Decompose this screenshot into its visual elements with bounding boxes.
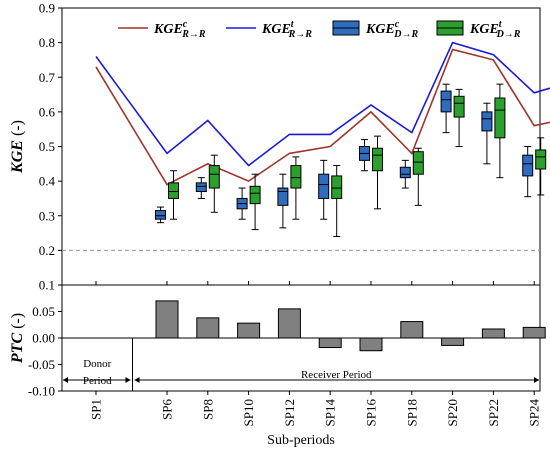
ptc-bar xyxy=(481,328,505,339)
box-plot-t xyxy=(412,147,424,206)
ptc-y-tick-label: -0.05 xyxy=(28,357,55,372)
donor-period-label: Period xyxy=(83,375,112,387)
x-tick-label: SP16 xyxy=(364,399,379,427)
x-tick-label: SP8 xyxy=(200,399,215,420)
box-body xyxy=(440,90,452,113)
box-plot-c xyxy=(236,187,248,220)
box-body xyxy=(522,154,534,177)
arrow-head xyxy=(125,377,131,383)
box-body xyxy=(494,97,506,139)
ptc-panel: -0.10-0.050.000.050.10PTC (-)DonorPeriod… xyxy=(9,284,546,448)
kge-y-tick-label: 0.7 xyxy=(39,70,56,85)
legend-label: KGEt D→R xyxy=(469,19,521,40)
donor-period-label: Donor xyxy=(83,358,111,370)
ptc-y-tick-label: 0.05 xyxy=(32,304,55,319)
arrow-head xyxy=(63,377,68,383)
kge-y-tick-label: 0.9 xyxy=(39,1,55,16)
ptc-bar xyxy=(196,317,220,339)
box-plot-t xyxy=(168,170,179,220)
box-plot-c xyxy=(155,206,166,224)
kge-y-tick-label: 0.2 xyxy=(39,243,55,258)
x-tick-label: SP10 xyxy=(241,399,256,426)
legend-item: KGEt R→R xyxy=(226,19,312,40)
ptc-bar xyxy=(400,321,424,339)
box-body xyxy=(277,187,289,206)
x-tick-label: SP20 xyxy=(445,399,460,426)
box-plot-t xyxy=(290,156,302,220)
ptc-bar xyxy=(318,337,342,349)
x-axis-label: Sub-periods xyxy=(267,433,335,448)
box-body xyxy=(412,151,424,175)
box-body xyxy=(481,111,493,132)
kge-plot-frame xyxy=(61,7,541,286)
box-plot-c xyxy=(195,177,207,199)
legend-label: KGEc R→R xyxy=(153,19,206,40)
box-plot-c xyxy=(318,159,330,220)
ptc-bar xyxy=(441,337,465,346)
kge-y-tick-label: 0.6 xyxy=(39,104,56,119)
box-plot-t xyxy=(331,165,343,238)
box-plot-c xyxy=(440,83,452,134)
box-plot-c xyxy=(359,139,370,172)
box-plot-c xyxy=(399,159,411,189)
box-body xyxy=(195,182,207,193)
box-body xyxy=(535,149,547,170)
kge-y-tick-label: 0.5 xyxy=(39,139,55,154)
ptc-bar xyxy=(155,300,179,339)
line-series-1 xyxy=(95,48,550,186)
x-tick-label: SP22 xyxy=(486,399,501,426)
legend-label: KGEc D→R xyxy=(365,19,418,40)
line-series-2 xyxy=(95,41,550,167)
arrow-head xyxy=(534,377,539,383)
arrow-head xyxy=(134,377,140,383)
kge-y-tick-label: 0.8 xyxy=(39,35,55,50)
box-plot-c xyxy=(481,102,493,165)
x-tick-label: SP14 xyxy=(323,399,338,427)
x-tick-label: SP1 xyxy=(89,399,104,420)
legend-item: KGEc R→R xyxy=(118,19,206,40)
x-tick-label: SP12 xyxy=(282,399,297,426)
box-body xyxy=(372,147,383,172)
box-plot-c xyxy=(522,146,534,198)
box-body xyxy=(208,165,220,189)
box-plot-t xyxy=(372,135,383,210)
box-body xyxy=(168,182,179,199)
kge-y-tick-label: 0.4 xyxy=(39,174,56,189)
x-tick-label: SP24 xyxy=(527,399,542,427)
box-plot-t xyxy=(453,88,465,147)
kge-y-tick-label: 0.3 xyxy=(39,208,55,223)
x-tick-label: SP6 xyxy=(160,399,175,420)
box-body xyxy=(155,210,166,220)
legend: KGEc R→R KGEt R→R KGEc D→R KGEt D→R xyxy=(118,19,521,40)
kge-panel: 0.1 0.2 0.3 0.4 0.5 0.6 0.7 0.8 0.9 KGE (-) xyxy=(9,1,550,293)
box-body xyxy=(290,165,302,189)
legend-label: KGEt R→R xyxy=(261,19,312,40)
box-plot-c xyxy=(277,173,289,229)
ptc-bar xyxy=(277,308,301,339)
ptc-y-tick-label: 0.00 xyxy=(32,331,55,346)
ptc-bar xyxy=(359,337,383,352)
legend-item: KGEc D→R xyxy=(332,19,418,40)
box-body xyxy=(249,185,261,205)
box-plot-t xyxy=(249,173,261,231)
box-plot-t xyxy=(494,83,506,179)
kge-y-tick-label: 0.1 xyxy=(39,278,55,293)
ptc-y-axis-label: PTC (-) xyxy=(9,313,26,364)
x-tick-label: SP18 xyxy=(404,399,419,426)
box-body xyxy=(453,95,465,118)
ptc-y-tick-label: -0.10 xyxy=(28,384,55,399)
ptc-bar xyxy=(237,322,261,339)
ptc-bar xyxy=(522,326,546,339)
box-plot-t xyxy=(208,154,220,213)
receiver-period-label: Receiver Period xyxy=(301,369,372,381)
box-body xyxy=(331,175,343,199)
box-plot-t xyxy=(535,137,547,196)
legend-item: KGEt D→R xyxy=(436,19,521,40)
kge-y-axis-label: KGE (-) xyxy=(9,120,26,174)
box-body xyxy=(318,173,330,199)
box-body xyxy=(399,166,411,179)
